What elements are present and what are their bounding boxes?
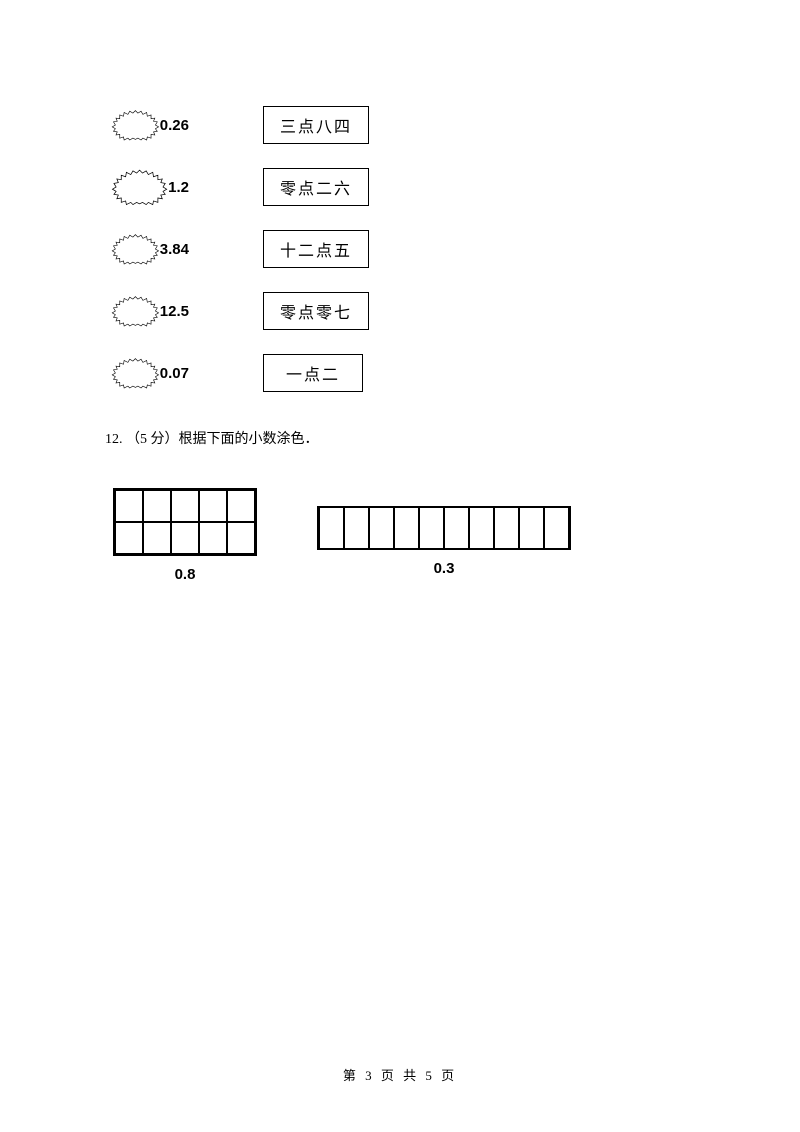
starburst-container: 3.84 [105,224,195,274]
matching-row: 3.84 十二点五 [105,224,695,274]
matching-row: 12.5 零点零七 [105,286,695,336]
chinese-reading-box: 零点零七 [263,292,369,330]
starburst-icon [111,286,160,336]
grid-1-label: 0.8 [175,566,196,583]
starburst-shape: 12.5 [111,286,189,336]
grid-2 [317,506,571,550]
grid-cell [469,508,494,548]
starburst-icon [111,348,160,398]
question-12: 12. （5 分）根据下面的小数涂色． [105,428,695,448]
grid-cell [369,508,394,548]
starburst-icon [111,224,160,274]
starburst-number: 0.26 [160,117,189,134]
starburst-container: 1.2 [105,162,195,212]
starburst-shape: 0.26 [111,100,189,150]
grid-cell [444,508,469,548]
page-footer: 第 3 页 共 5 页 [0,1065,800,1084]
grid-cell [344,508,369,548]
starburst-number: 1.2 [168,179,189,196]
starburst-number: 0.07 [160,365,189,382]
grid-2-label: 0.3 [434,560,455,577]
starburst-number: 12.5 [160,303,189,320]
grids-section: 0.8 0.3 [113,488,695,583]
matching-section: 0.26 三点八四 1.2 零点二六 [105,100,695,398]
question-prefix: 12. （5 分） [105,432,179,447]
grid-cell [143,522,171,554]
matching-row: 0.07 一点二 [105,348,695,398]
grid-cell [394,508,419,548]
starburst-shape: 3.84 [111,224,189,274]
grid-cell [171,522,199,554]
chinese-reading-box: 一点二 [263,354,363,392]
grid-cell [199,522,227,554]
grid-block-2: 0.3 [317,488,571,577]
starburst-container: 0.07 [105,348,195,398]
starburst-container: 12.5 [105,286,195,336]
starburst-container: 0.26 [105,100,195,150]
chinese-reading-box: 三点八四 [263,106,369,144]
grid-cell [494,508,519,548]
starburst-number: 3.84 [160,241,189,258]
grid-cell [115,522,143,554]
grid-cell [199,490,227,522]
matching-row: 0.26 三点八四 [105,100,695,150]
grid-cell [419,508,444,548]
starburst-icon [111,162,168,212]
grid-cell [319,508,344,548]
grid-cell [115,490,143,522]
grid-cell [519,508,544,548]
grid-cell [227,490,255,522]
chinese-reading-box: 十二点五 [263,230,369,268]
grid-block-1: 0.8 [113,488,257,583]
starburst-icon [111,100,160,150]
grid-cell [171,490,199,522]
question-text: 根据下面的小数涂色． [179,432,319,447]
page-container: 0.26 三点八四 1.2 零点二六 [0,0,800,583]
grid-cell [227,522,255,554]
starburst-shape: 1.2 [111,162,189,212]
grid-1 [113,488,257,556]
grid-cell [143,490,171,522]
matching-row: 1.2 零点二六 [105,162,695,212]
grid-cell [544,508,569,548]
chinese-reading-box: 零点二六 [263,168,369,206]
starburst-shape: 0.07 [111,348,189,398]
